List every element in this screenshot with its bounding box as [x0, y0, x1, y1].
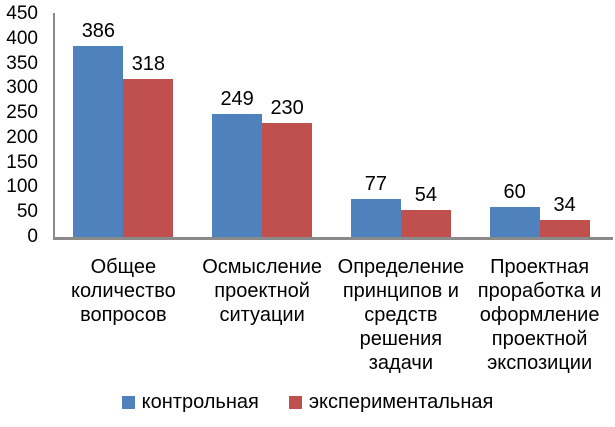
bar-control-group4: [489, 207, 540, 237]
category-label: Общее количество вопросов: [71, 256, 176, 326]
bar-value-label: 54: [414, 184, 437, 207]
bar-value-label: 34: [553, 194, 576, 217]
y-tick-label: 200: [6, 126, 38, 148]
y-tick-label: 100: [6, 176, 38, 198]
legend-swatch-control-icon: [121, 395, 135, 409]
bar-experimental-group4: [539, 220, 590, 237]
bar-experimental-group3: [400, 210, 451, 237]
y-tick-label: 250: [6, 102, 38, 124]
legend-item-experimental: экспериментальная: [288, 390, 494, 414]
bar-experimental-group2: [262, 123, 313, 237]
category-label: Определение принципов и средств решения …: [337, 256, 465, 374]
bar-value-label: 60: [503, 181, 526, 204]
legend: контрольная экспериментальная: [0, 390, 615, 414]
legend-label-control: контрольная: [141, 391, 259, 413]
y-axis-line: [53, 13, 55, 240]
y-tick-label: 150: [6, 151, 38, 173]
bar-value-label: 386: [81, 19, 116, 42]
y-tick-label: 0: [27, 226, 38, 247]
legend-swatch-experimental-icon: [288, 395, 302, 409]
category-label: Осмысление проектной ситуации: [202, 256, 323, 326]
bar-value-label: 318: [131, 53, 166, 76]
y-tick-label: 350: [6, 52, 38, 74]
bar-value-label: 249: [220, 87, 254, 110]
y-tick-label: 400: [6, 27, 38, 49]
y-tick-label: 300: [6, 77, 38, 99]
y-tick-label: 450: [6, 3, 38, 24]
bar-control-group1: [73, 45, 124, 237]
legend-item-control: контрольная: [121, 390, 259, 414]
bar-value-label: 230: [270, 97, 304, 120]
bar-experimental-group1: [123, 79, 174, 237]
bar-control-group2: [212, 113, 263, 237]
x-axis-line: [53, 237, 613, 240]
legend-label-experimental: экспериментальная: [308, 391, 494, 413]
y-tick-label: 50: [16, 201, 38, 223]
bar-control-group3: [350, 198, 401, 237]
category-label: Проектная проработка и оформление проект…: [477, 256, 602, 374]
bar-value-label: 77: [364, 172, 387, 195]
